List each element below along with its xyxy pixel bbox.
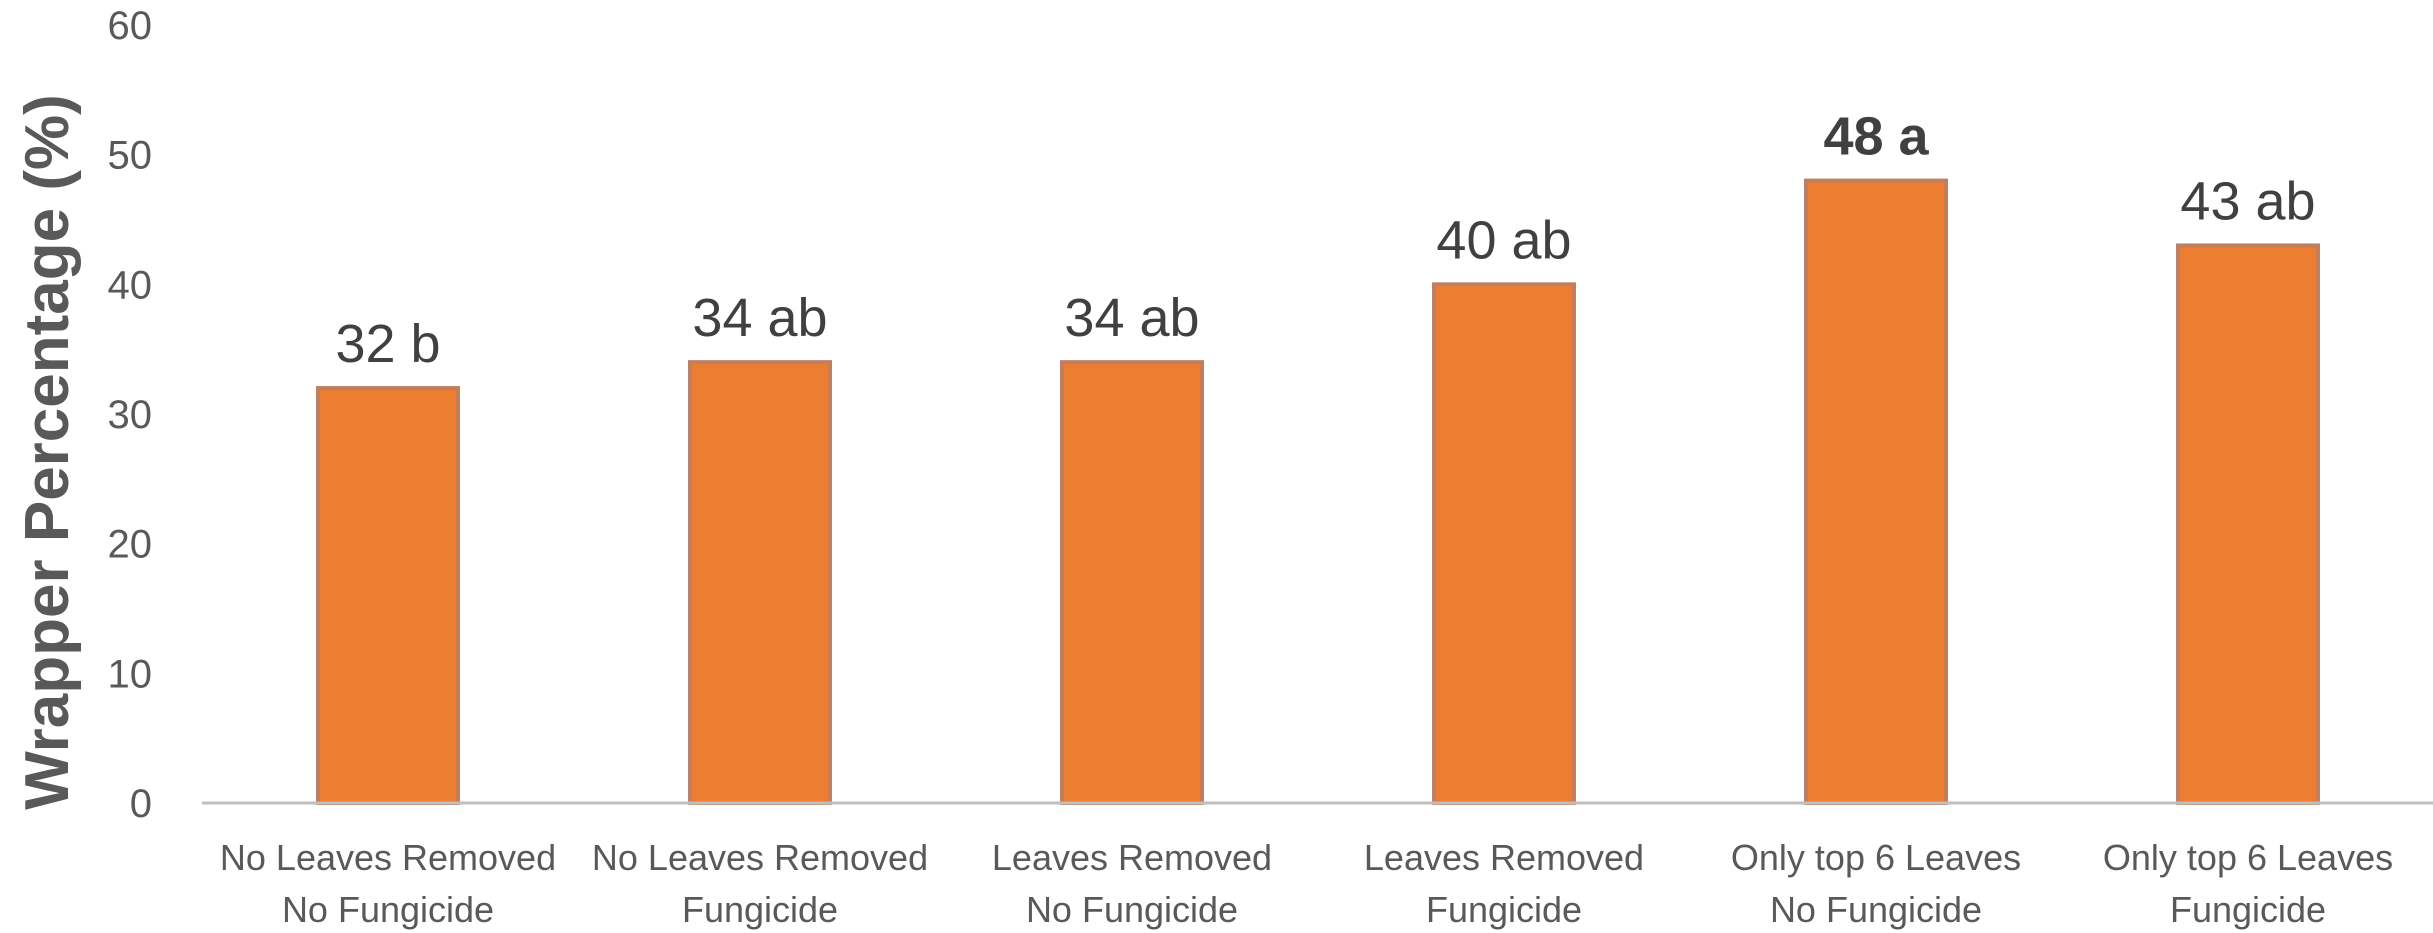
data-label: 32 b	[335, 314, 440, 374]
x-tick-label: Fungicide	[1426, 889, 1582, 930]
x-tick-label: Only top 6 Leaves	[2103, 837, 2393, 878]
data-labels: 32 b 34 ab 34 ab 40 ab 48 a 43 ab	[335, 107, 2315, 374]
data-label: 40 ab	[1436, 210, 1571, 270]
y-tick-label: 50	[108, 134, 153, 178]
bar	[2176, 243, 2320, 805]
bar	[688, 360, 832, 805]
x-tick-label: No Leaves Removed	[220, 837, 556, 878]
x-tick-label: Only top 6 Leaves	[1731, 837, 2021, 878]
x-tick-label: Leaves Removed	[1364, 837, 1644, 878]
y-tick-label: 60	[108, 4, 153, 48]
y-tick-label: 20	[108, 523, 153, 567]
bar	[316, 386, 460, 805]
x-tick-label: No Fungicide	[282, 889, 494, 930]
x-tick-label: Fungicide	[2170, 889, 2326, 930]
bar	[1432, 282, 1576, 806]
x-tick-label: No Fungicide	[1026, 889, 1238, 930]
bars	[316, 178, 2320, 806]
data-label: 34 ab	[1064, 288, 1199, 348]
y-tick-label: 30	[108, 393, 153, 437]
data-label: 43 ab	[2180, 171, 2315, 231]
y-tick-label: 0	[130, 782, 152, 826]
bar	[1804, 178, 1948, 806]
x-axis-labels: No Leaves Removed No Fungicide No Leaves R…	[220, 837, 2393, 930]
y-tick-label: 10	[108, 652, 153, 696]
bar	[1060, 360, 1204, 805]
data-label: 48 a	[1823, 107, 1929, 167]
y-axis-ticks: 0 10 20 30 40 50 60	[108, 4, 153, 826]
x-tick-label: No Fungicide	[1770, 889, 1982, 930]
y-tick-label: 40	[108, 263, 153, 307]
x-tick-label: Leaves Removed	[992, 837, 1272, 878]
y-axis-title: Wrapper Percentage (%)	[13, 94, 82, 810]
x-tick-label: No Leaves Removed	[592, 837, 928, 878]
data-label: 34 ab	[692, 288, 827, 348]
x-tick-label: Fungicide	[682, 889, 838, 930]
